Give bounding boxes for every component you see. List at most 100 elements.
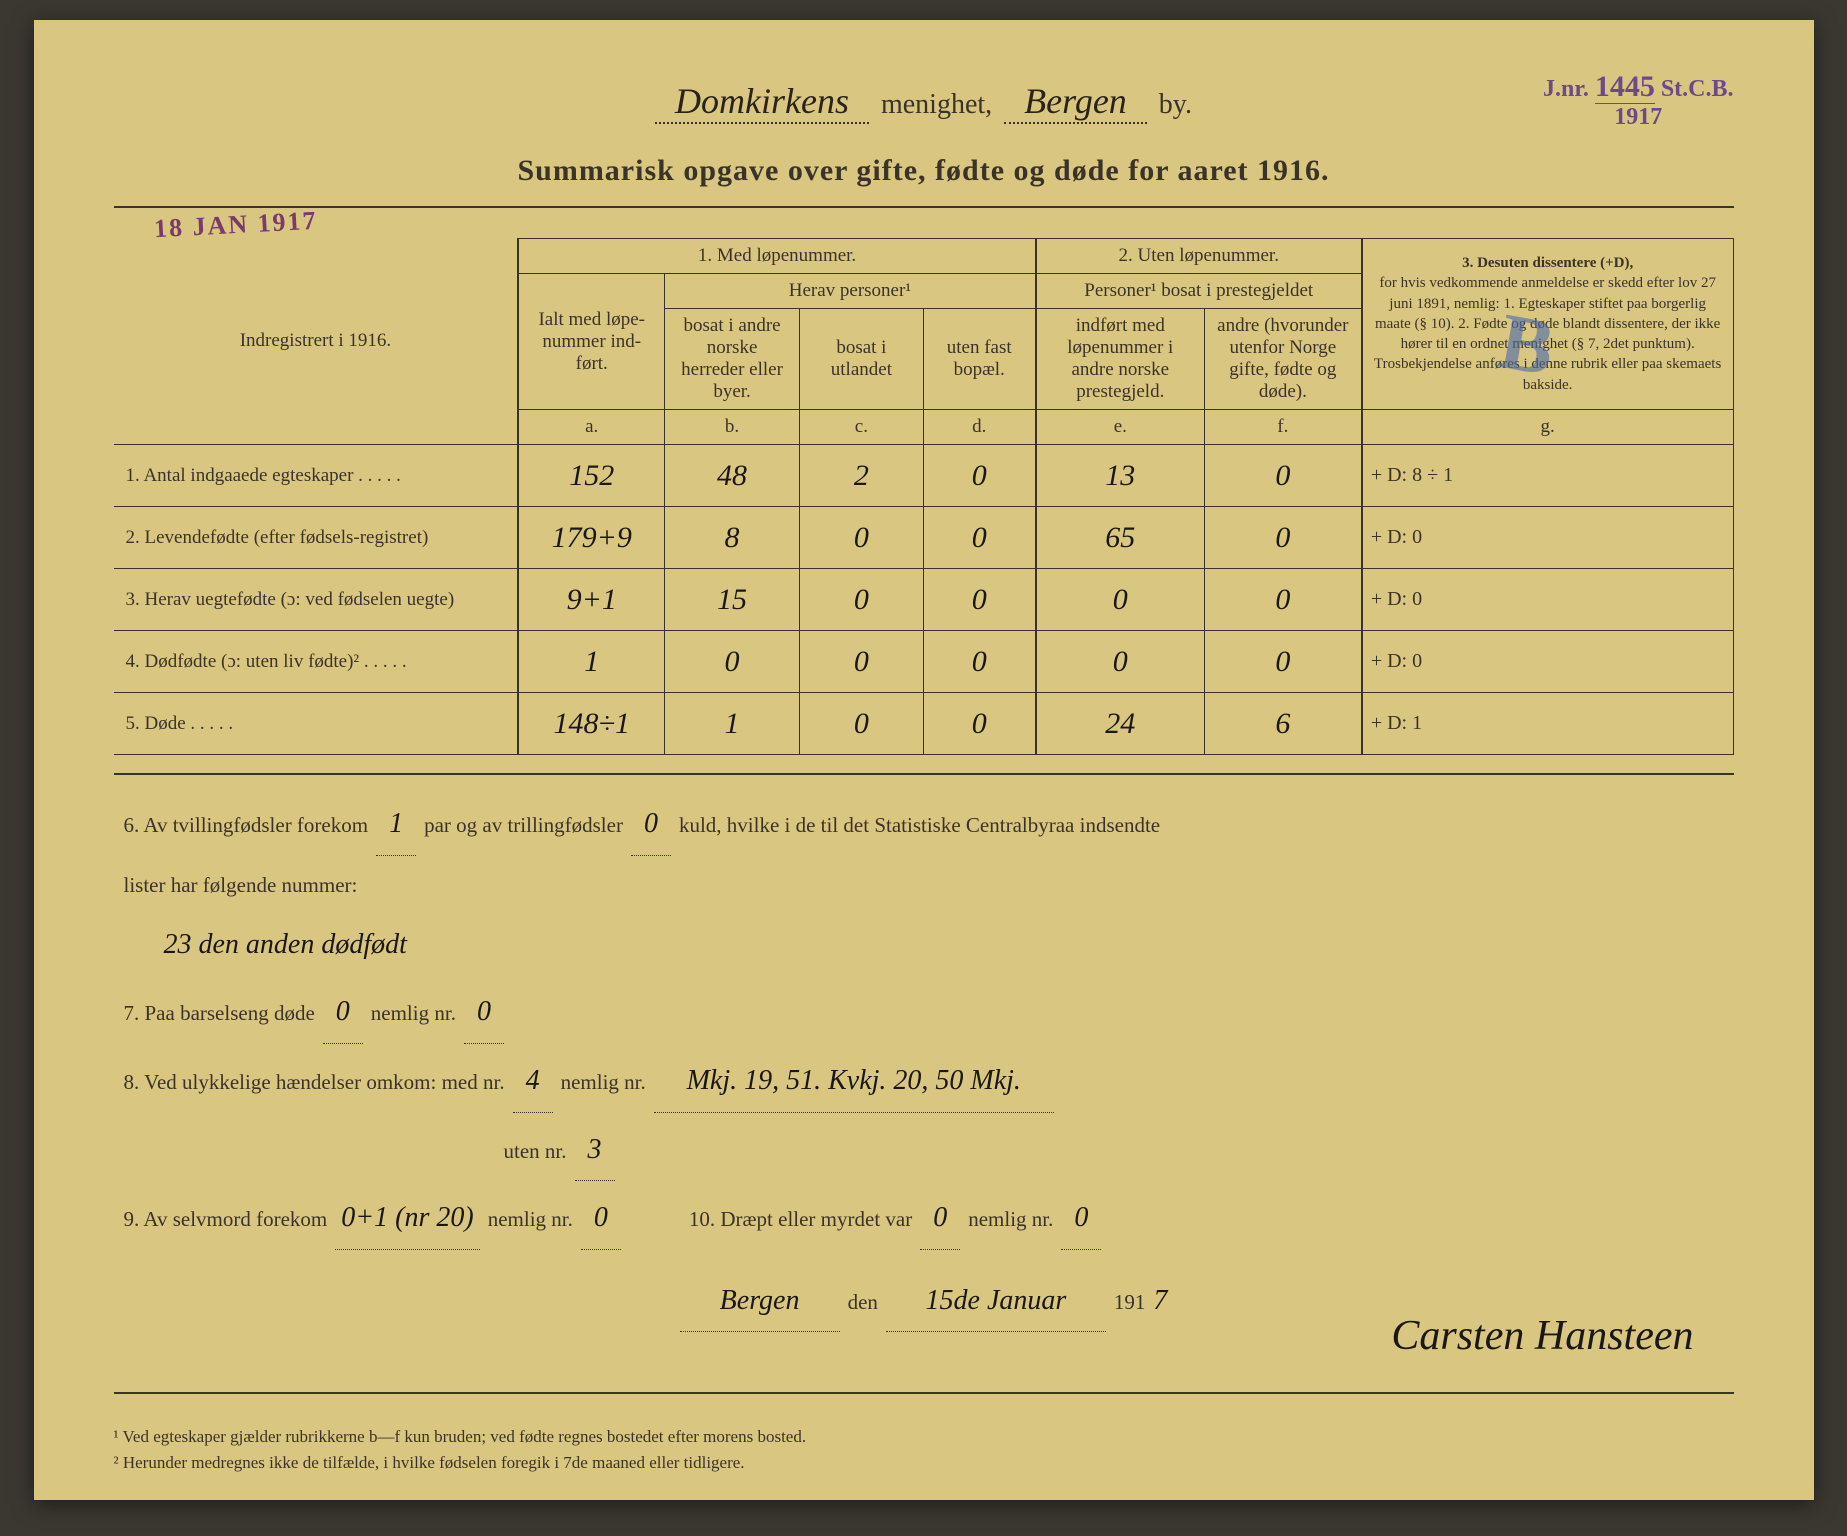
letter-a: a. <box>518 410 664 445</box>
cell-f: 0 <box>1204 631 1361 693</box>
cell-e: 13 <box>1036 445 1205 507</box>
header-col-d: uten fast bopæl. <box>923 309 1035 410</box>
table-header: Indregistrert i 1916. 1. Med løpenummer.… <box>114 239 1734 445</box>
l9-prefix: 9. Av selvmord forekom <box>124 1196 328 1242</box>
cell-b: 48 <box>665 445 800 507</box>
cell-e: 0 <box>1036 631 1205 693</box>
document-page: 18 JAN 1917 J.nr. 1445 St.C.B. 1917 B Do… <box>34 20 1814 1500</box>
l7-b: 0 <box>464 981 504 1044</box>
cell-d: 0 <box>923 693 1035 755</box>
l9-a: 0+1 (nr 20) <box>335 1187 479 1250</box>
l8-mid: nemlig nr. <box>561 1059 646 1105</box>
cell-f: 0 <box>1204 507 1361 569</box>
letter-f: f. <box>1204 410 1361 445</box>
table-body: 1. Antal indgaaede egteskaper . . . . . … <box>114 445 1734 755</box>
l7-mid: nemlig nr. <box>371 990 456 1036</box>
header-section-1: 1. Med løpenummer. <box>518 239 1035 274</box>
cell-c: 2 <box>800 445 924 507</box>
cell-g: + D: 0 <box>1362 507 1733 569</box>
stamp-number: 1445 <box>1595 70 1655 104</box>
line-6: 6. Av tvillingfødsler forekom 1 par og a… <box>124 793 1724 856</box>
line-9-10: 9. Av selvmord forekom 0+1 (nr 20) nemli… <box>124 1187 1724 1250</box>
line-8: 8. Ved ulykkelige hændelser omkom: med n… <box>124 1050 1724 1113</box>
cell-b: 8 <box>665 507 800 569</box>
l9-b: 0 <box>581 1187 621 1250</box>
cell-g: + D: 0 <box>1362 631 1733 693</box>
stamp-prefix: J.nr. <box>1543 76 1589 102</box>
header-registered: Indregistrert i 1916. <box>114 239 519 445</box>
letter-d: d. <box>923 410 1035 445</box>
l10-mid: nemlig nr. <box>968 1196 1053 1242</box>
footnote-1: ¹ Ved egteskaper gjælder rubrikkerne b—f… <box>114 1424 1734 1450</box>
cell-a: 179+9 <box>518 507 664 569</box>
l6-prefix: 6. Av tvillingfødsler forekom <box>124 802 369 848</box>
l8-c: 3 <box>575 1119 615 1182</box>
sig-place: Bergen <box>680 1270 840 1333</box>
cell-c: 0 <box>800 693 924 755</box>
lower-form-section: 6. Av tvillingfødsler forekom 1 par og a… <box>114 793 1734 1332</box>
l10-a: 0 <box>920 1187 960 1250</box>
form-title: Summarisk opgave over gifte, fødte og dø… <box>114 154 1734 188</box>
signature: Carsten Hansteen <box>1391 1312 1693 1360</box>
parish-name: Domkirkens <box>655 80 869 124</box>
header-line: Domkirkens menighet, Bergen by. <box>114 80 1734 124</box>
l8-a: 4 <box>513 1050 553 1113</box>
table-row: 4. Dødfødte (ɔ: uten liv fødte)² . . . .… <box>114 631 1734 693</box>
row-label: 2. Levendefødte (efter fødsels-registret… <box>114 507 519 569</box>
cell-d: 0 <box>923 631 1035 693</box>
registration-stamp: J.nr. 1445 St.C.B. 1917 <box>1543 70 1733 131</box>
l8-prefix: 8. Ved ulykkelige hændelser omkom: med n… <box>124 1059 505 1105</box>
sig-year: 7 <box>1153 1270 1167 1332</box>
l7-a: 0 <box>323 981 363 1044</box>
divider-2 <box>114 773 1734 775</box>
cell-b: 15 <box>665 569 800 631</box>
parish-label: menighet, <box>881 89 992 121</box>
header-col-a: Ialt med løpe-nummer ind-ført. <box>518 274 664 410</box>
cell-f: 0 <box>1204 569 1361 631</box>
row-label: 3. Herav uegtefødte (ɔ: ved fødselen ueg… <box>114 569 519 631</box>
cell-a: 152 <box>518 445 664 507</box>
cell-f: 6 <box>1204 693 1361 755</box>
cell-e: 65 <box>1036 507 1205 569</box>
main-data-table: Indregistrert i 1916. 1. Med løpenummer.… <box>114 238 1734 755</box>
row-label: 4. Dødfødte (ɔ: uten liv fødte)² . . . .… <box>114 631 519 693</box>
stamp-year: 1917 <box>1614 104 1662 130</box>
header-col2-sub: Personer¹ bosat i prestegjeldet <box>1036 274 1362 309</box>
table-row: 3. Herav uegtefødte (ɔ: ved fødselen ueg… <box>114 569 1734 631</box>
cell-d: 0 <box>923 507 1035 569</box>
l8-uten: uten nr. <box>504 1128 567 1174</box>
divider-3 <box>114 1392 1734 1394</box>
l6b-text: lister har følgende nummer: <box>124 862 358 908</box>
cell-e: 24 <box>1036 693 1205 755</box>
l10-b: 0 <box>1061 1187 1101 1250</box>
cell-a: 9+1 <box>518 569 664 631</box>
header-col-b: bosat i andre norske herreder eller byer… <box>665 309 800 410</box>
header-herav: Herav personer¹ <box>665 274 1036 309</box>
table-row: 1. Antal indgaaede egteskaper . . . . . … <box>114 445 1734 507</box>
sig-year-prefix: 191 <box>1114 1279 1146 1325</box>
cell-e: 0 <box>1036 569 1205 631</box>
cell-b: 1 <box>665 693 800 755</box>
header-col-e: indført med løpenummer i andre norske pr… <box>1036 309 1205 410</box>
city-label: by. <box>1159 89 1192 121</box>
l6-mid: par og av trillingfødsler <box>424 802 623 848</box>
letter-c: c. <box>800 410 924 445</box>
cell-d: 0 <box>923 569 1035 631</box>
l6-end: kuld, hvilke i de til det Statistiske Ce… <box>679 802 1160 848</box>
line-6b: lister har følgende nummer: <box>124 862 1724 908</box>
cell-b: 0 <box>665 631 800 693</box>
line-7: 7. Paa barselseng døde 0 nemlig nr. 0 <box>124 981 1724 1044</box>
col3-title: 3. Desuten dissentere (+D), <box>1462 255 1633 271</box>
cell-f: 0 <box>1204 445 1361 507</box>
cell-c: 0 <box>800 507 924 569</box>
row-label: 5. Døde . . . . . <box>114 693 519 755</box>
cell-g: + D: 8 ÷ 1 <box>1362 445 1733 507</box>
sig-den: den <box>848 1279 878 1325</box>
header-section-2: 2. Uten løpenummer. <box>1036 239 1362 274</box>
letter-b: b. <box>665 410 800 445</box>
cell-c: 0 <box>800 569 924 631</box>
cell-d: 0 <box>923 445 1035 507</box>
table-row: 5. Døde . . . . . 148÷1 1 0 0 24 6 + D: … <box>114 693 1734 755</box>
footnote-2: ² Herunder medregnes ikke de tilfælde, i… <box>114 1450 1734 1476</box>
divider <box>114 206 1734 208</box>
